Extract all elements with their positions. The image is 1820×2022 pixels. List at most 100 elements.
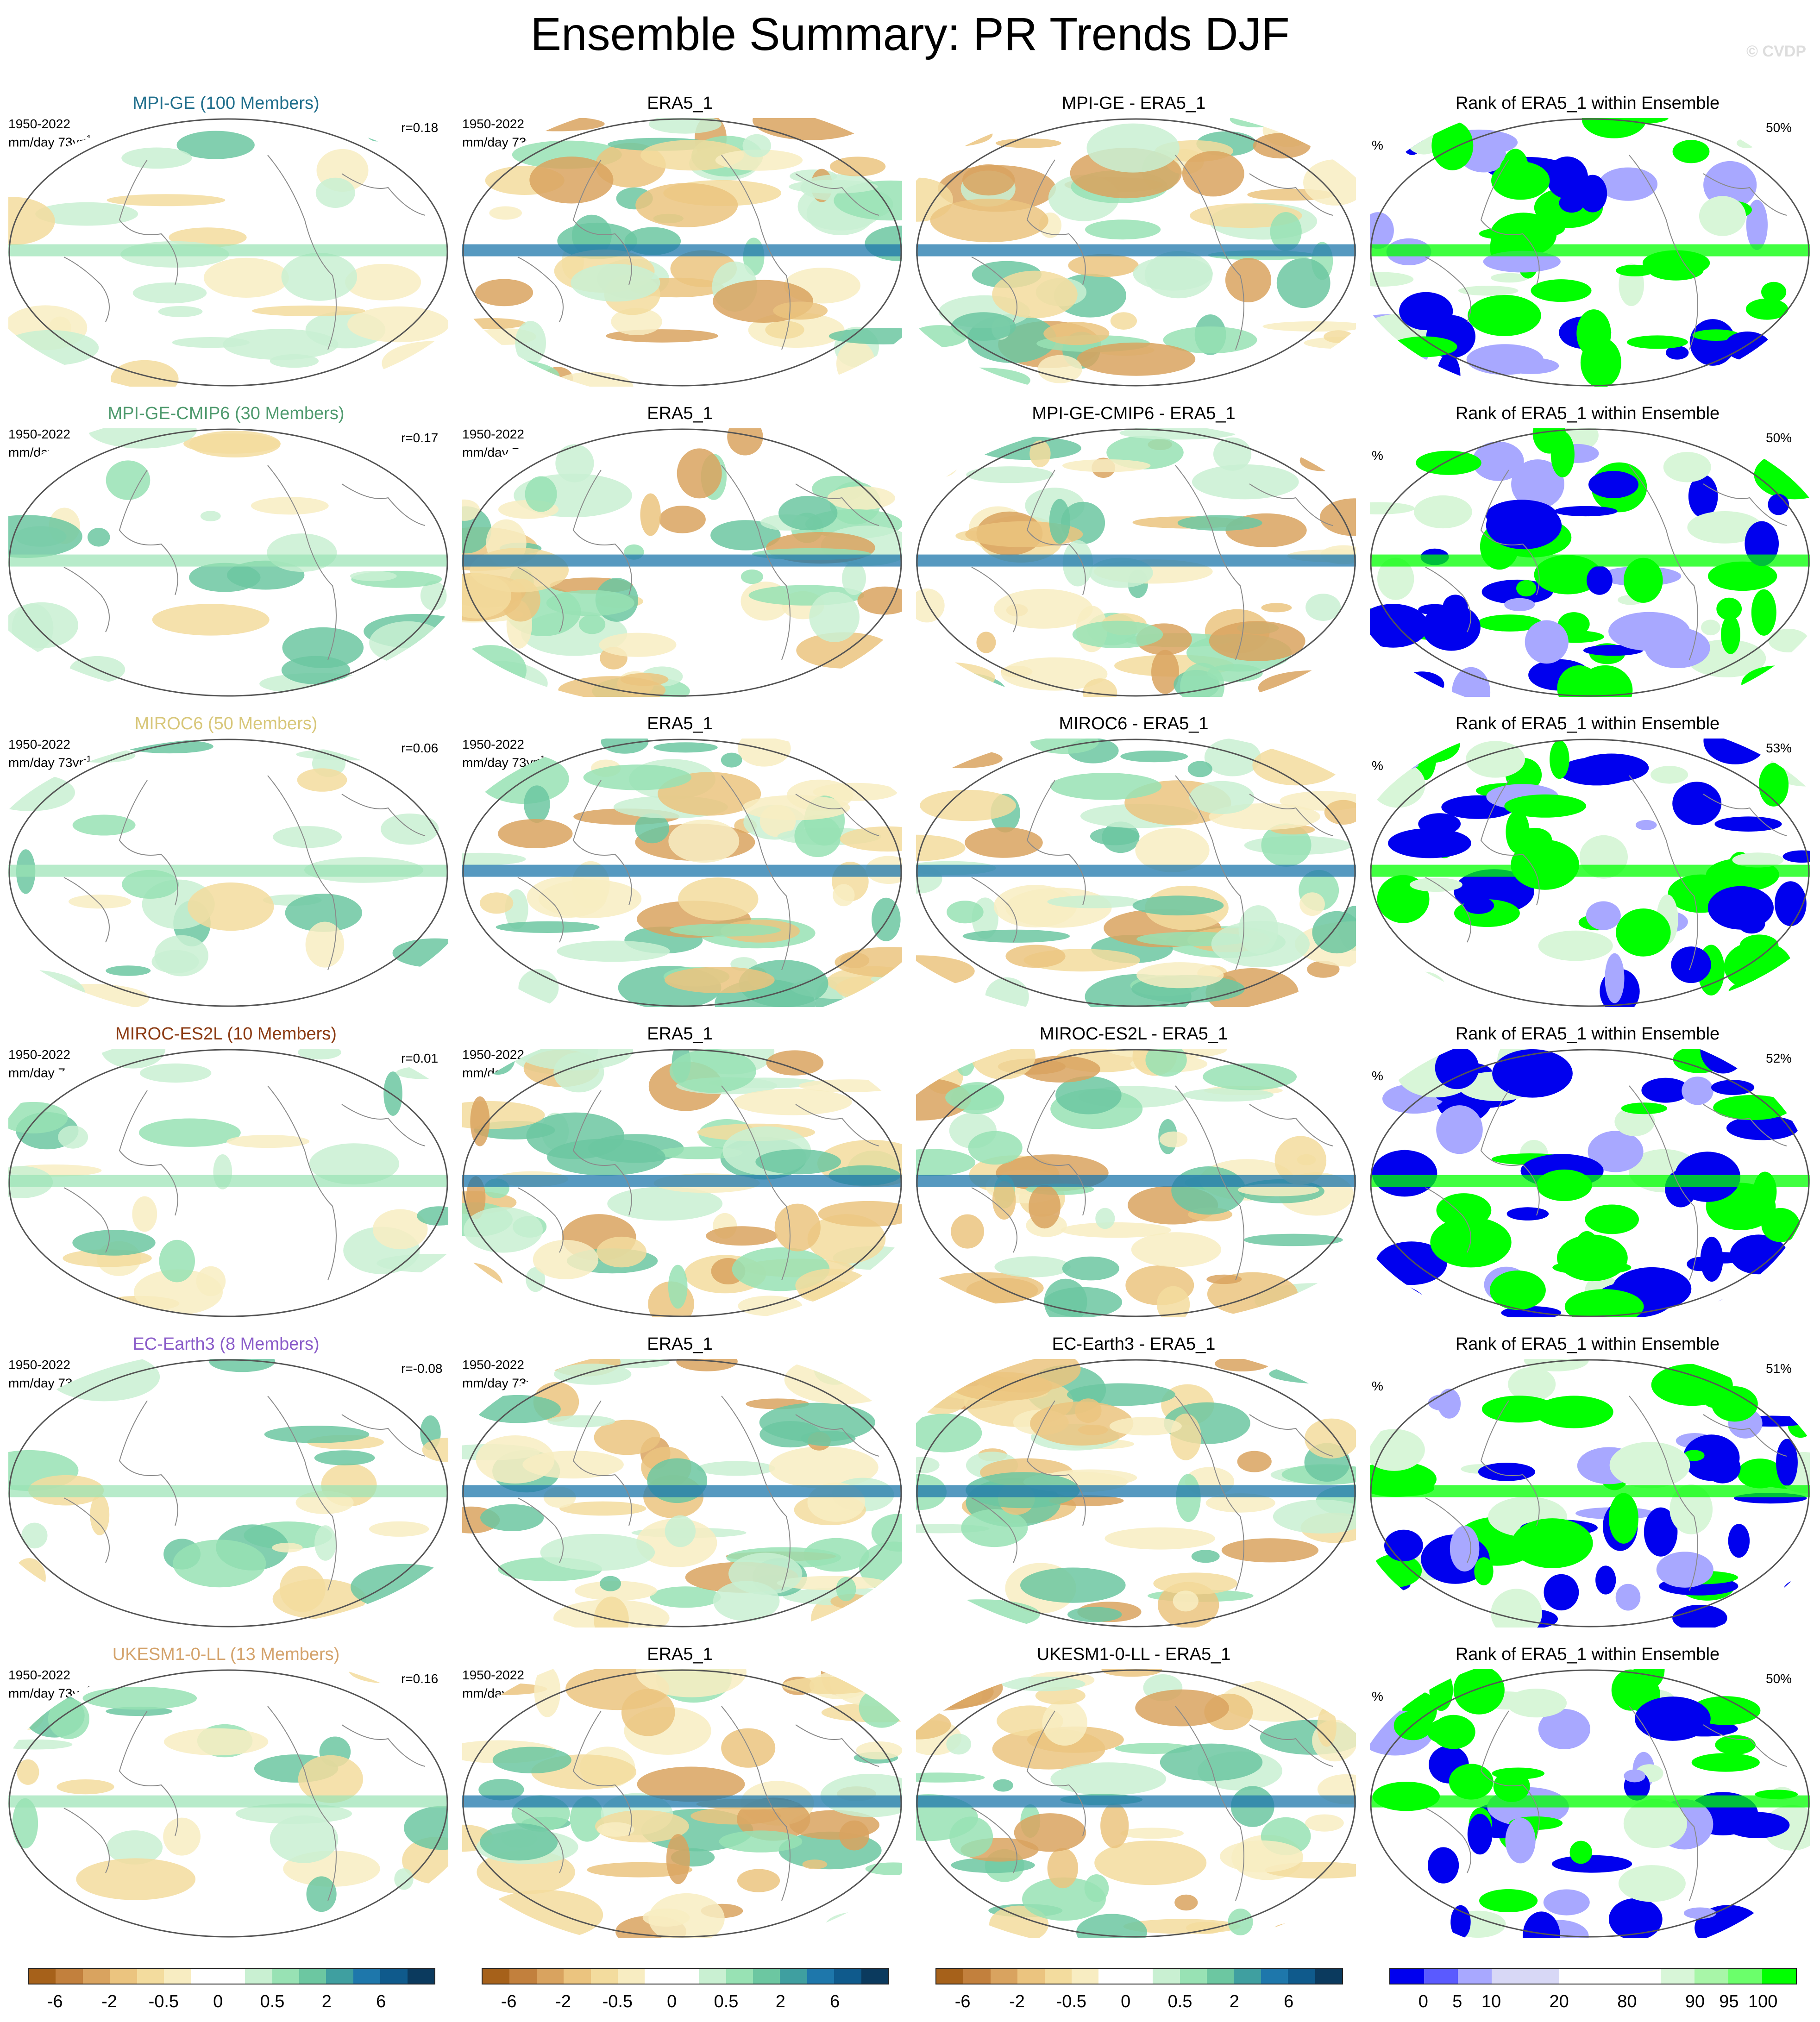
page-title: Ensemble Summary: PR Trends DJF (530, 8, 1290, 60)
colorbar-swatch (1180, 1969, 1207, 1984)
colorbar-tick-label: 0 (213, 1992, 223, 2011)
rank-percentage: 53% (1766, 741, 1792, 755)
trend-colorbar (935, 1968, 1343, 1984)
model-map (8, 1359, 448, 1628)
diff-map (916, 118, 1356, 387)
colorbar-swatch (1125, 1969, 1153, 1984)
era-map (462, 739, 902, 1007)
rank-panel-title: Rank of ERA5_1 within Ensemble (1455, 1645, 1720, 1664)
model-panel-title: MIROC6 (50 Members) (134, 714, 318, 733)
rank-percentage: 52% (1766, 1051, 1792, 1065)
colorbar-swatch (137, 1969, 164, 1984)
colorbar-tick-label: 6 (376, 1992, 386, 2011)
colorbar-swatch (56, 1969, 83, 1984)
difference-panel-title: MPI-GE - ERA5_1 (1061, 94, 1206, 113)
percent-axis-label: % (1372, 1689, 1383, 1703)
pattern-correlation: r=0.01 (401, 1051, 439, 1065)
colorbar-tick-label: 6 (830, 1992, 840, 2011)
colorbar-swatch (1315, 1969, 1343, 1984)
colorbar-swatch (618, 1969, 645, 1984)
colorbar-swatch (590, 1969, 618, 1984)
rank-map (1370, 118, 1810, 387)
diff-map (916, 1669, 1356, 1938)
colorbar-swatch (1098, 1969, 1126, 1984)
model-panel-title: MPI-GE (100 Members) (132, 94, 320, 113)
diff-map (916, 1359, 1356, 1628)
pattern-correlation: r=0.17 (401, 431, 439, 445)
period-label: 1950-2022 (462, 1358, 524, 1372)
colorbar-swatch (483, 1969, 510, 1984)
colorbar-swatch (1762, 1969, 1796, 1984)
model-panel-title: EC-Earth3 (8 Members) (132, 1334, 320, 1354)
period-label: 1950-2022 (8, 737, 70, 751)
colorbar-swatch (753, 1969, 780, 1984)
colorbar-swatch (807, 1969, 835, 1984)
period-label: 1950-2022 (8, 1358, 70, 1372)
colorbar-tick-label: -2 (101, 1992, 117, 2011)
colorbar-swatch (191, 1969, 218, 1984)
colorbar-tick-label: -0.5 (148, 1992, 179, 2011)
colorbar-swatch (672, 1969, 699, 1984)
trend-colorbar (28, 1968, 435, 1984)
rank-percentage: 50% (1766, 1671, 1792, 1686)
colorbar-tick-label: 0.5 (260, 1992, 285, 2011)
era-panel-title: ERA5_1 (647, 1645, 713, 1664)
colorbar-tick-label: -6 (501, 1992, 517, 2011)
colorbar-swatch (164, 1969, 191, 1984)
rank-percentage: 50% (1766, 431, 1792, 445)
colorbar-swatch (936, 1969, 964, 1984)
rank-map (1370, 1049, 1810, 1317)
colorbar-swatch (380, 1969, 408, 1984)
era-panel-title: ERA5_1 (647, 94, 713, 113)
colorbar-swatch (218, 1969, 245, 1984)
period-label: 1950-2022 (462, 1668, 524, 1682)
model-map (8, 428, 448, 697)
percent-axis-label: % (1372, 758, 1383, 773)
difference-panel-title: MIROC-ES2L - ERA5_1 (1039, 1024, 1228, 1044)
pattern-correlation: r=-0.08 (401, 1361, 443, 1376)
diff-map (916, 1049, 1356, 1317)
rank-map (1370, 739, 1810, 1007)
colorbar-tick-label: -6 (954, 1992, 971, 2011)
pattern-correlation: r=0.16 (401, 1671, 439, 1686)
colorbar-swatch (1458, 1969, 1492, 1984)
percent-axis-label: % (1372, 448, 1383, 463)
era-map (462, 1049, 902, 1317)
colorbar-tick-label: 2 (775, 1992, 785, 2011)
colorbar-swatch (1728, 1969, 1762, 1984)
watermark: © CVDP (1746, 43, 1806, 60)
colorbar-swatch (1424, 1969, 1458, 1984)
colorbar-swatch (1694, 1969, 1728, 1984)
colorbar-tick-label: 10 (1481, 1992, 1501, 2011)
colorbar-swatch (1017, 1969, 1045, 1984)
rank-panel-title: Rank of ERA5_1 within Ensemble (1455, 1334, 1720, 1354)
rank-panel-title: Rank of ERA5_1 within Ensemble (1455, 404, 1720, 423)
rank-panel-title: Rank of ERA5_1 within Ensemble (1455, 1024, 1720, 1044)
colorbar-tick-label: 5 (1452, 1992, 1462, 2011)
era-map (462, 1359, 902, 1628)
era-map (462, 428, 902, 697)
colorbar-swatch (861, 1969, 889, 1984)
colorbar-swatch (1153, 1969, 1180, 1984)
colorbar-swatch (110, 1969, 137, 1984)
period-label: 1950-2022 (462, 737, 524, 751)
difference-panel-title: MPI-GE-CMIP6 - ERA5_1 (1032, 404, 1236, 423)
colorbar-swatch (1288, 1969, 1315, 1984)
colorbar-swatch (1593, 1969, 1627, 1984)
units-label: mm/day 73yr-1 (8, 754, 92, 770)
colorbar-swatch (1661, 1969, 1694, 1984)
colorbar-swatch (990, 1969, 1018, 1984)
colorbar-tick-label: -6 (47, 1992, 63, 2011)
period-label: 1950-2022 (462, 427, 524, 441)
colorbar-tick-label: 0 (1121, 1992, 1131, 2011)
percent-axis-label: % (1372, 1069, 1383, 1083)
model-map (8, 1049, 448, 1317)
colorbar-tick-label: 0.5 (714, 1992, 739, 2011)
era-map (462, 118, 902, 387)
period-label: 1950-2022 (8, 1047, 70, 1062)
colorbar-tick-label: 90 (1685, 1992, 1705, 2011)
period-label: 1950-2022 (462, 117, 524, 131)
model-map (8, 1669, 448, 1938)
rank-panel-title: Rank of ERA5_1 within Ensemble (1455, 94, 1720, 113)
rank-percentage: 51% (1766, 1361, 1792, 1376)
